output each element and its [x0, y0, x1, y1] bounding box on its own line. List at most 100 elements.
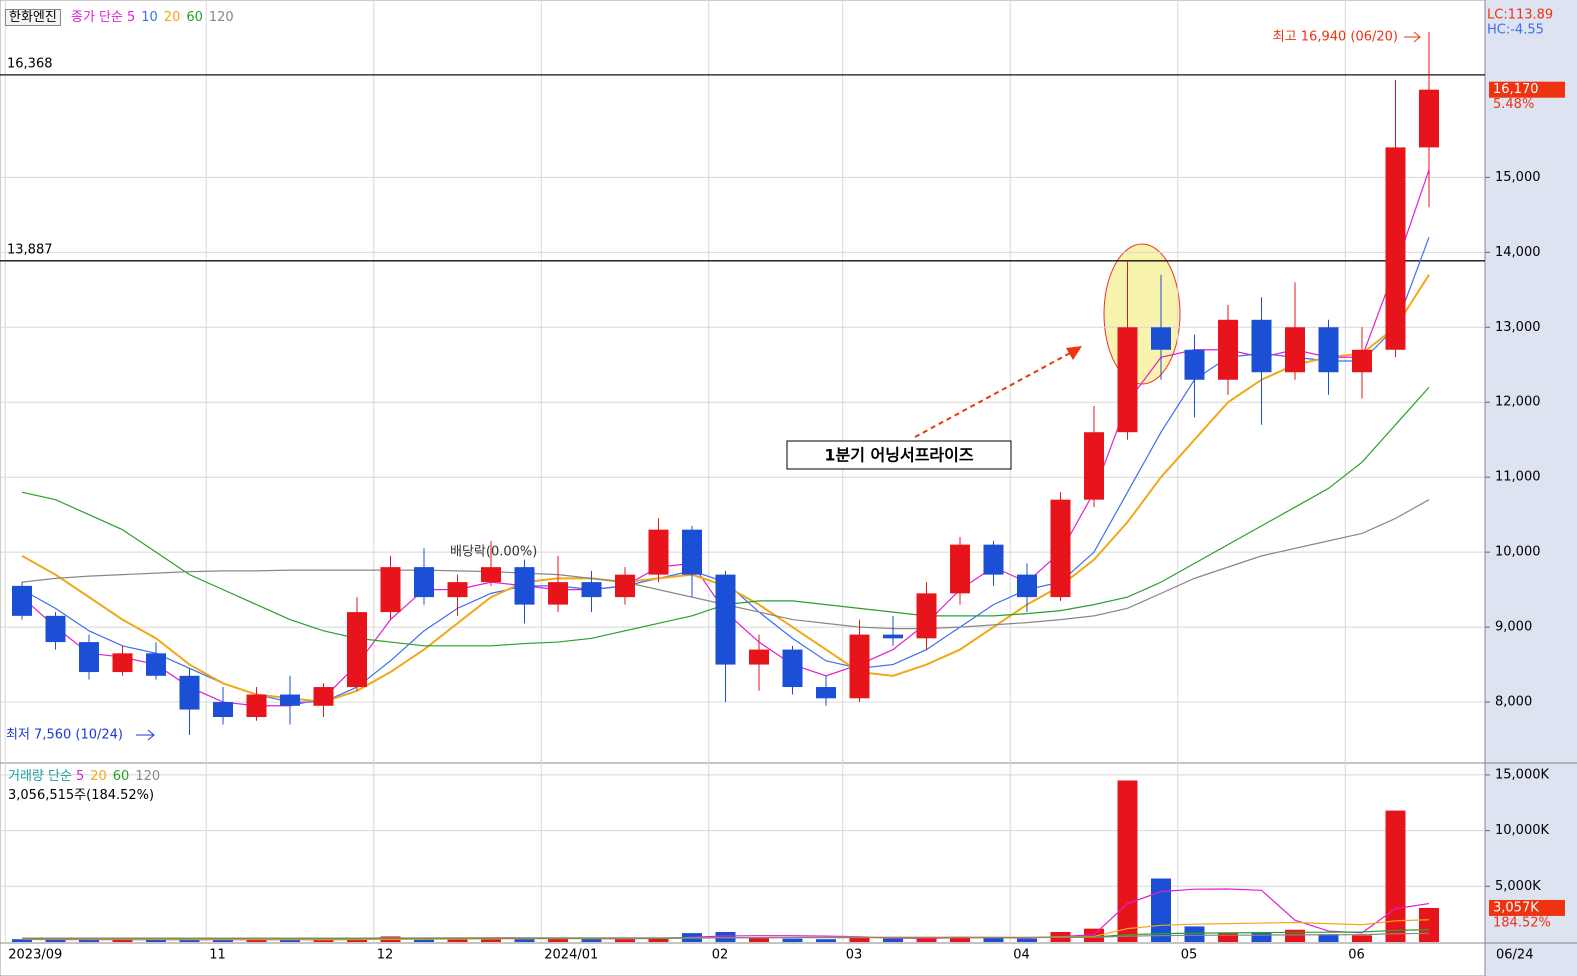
y-tick-label: 11,000: [1495, 470, 1541, 485]
x-end-label: 06/24: [1496, 948, 1533, 963]
candle-body: [849, 634, 870, 699]
change-label: 5.48%: [1493, 97, 1534, 112]
candle-body: [1318, 327, 1339, 373]
legend-title: 종가 단순: [70, 10, 123, 25]
stock-name: 한화엔진: [5, 9, 61, 26]
volume-bar: [782, 938, 803, 942]
volume-bar: [1352, 935, 1372, 942]
legend-entry: 60: [112, 769, 130, 784]
y-tick-label: 14,000: [1495, 245, 1541, 260]
candle-body: [414, 567, 434, 598]
price-legend: 한화엔진 종가 단순 5 10 20 60 120: [5, 6, 246, 26]
volume-bar: [715, 931, 736, 942]
volume-bar: [615, 939, 635, 942]
volume-bar: [1419, 907, 1439, 942]
candle-body: [615, 574, 635, 598]
candle-body: [548, 582, 568, 605]
x-tick-label: 05: [1181, 948, 1198, 963]
event-label: 1분기 어닝서프라이즈: [824, 446, 973, 465]
volume-bar: [1017, 938, 1037, 942]
candle-body: [916, 593, 937, 639]
volume-bar: [1251, 931, 1272, 942]
y-tick-label: 8,000: [1495, 695, 1532, 710]
change-label: 184.52%: [1493, 915, 1551, 930]
candle-body: [782, 649, 803, 688]
volume-bar: [481, 938, 501, 942]
candle-body: [1050, 499, 1071, 598]
candle-body: [1017, 574, 1037, 598]
candle-body: [1184, 349, 1205, 380]
legend-items: 5 20 60 120: [76, 769, 166, 784]
candle-body: [1084, 432, 1104, 500]
candle-body: [313, 687, 334, 706]
volume-tag-label: 3,057K: [1493, 900, 1539, 915]
candle-body: [246, 694, 267, 718]
volume-bar: [347, 938, 367, 942]
volume-bar: [648, 937, 669, 942]
y-tick-label: 12,000: [1495, 395, 1541, 410]
volume-bar: [916, 938, 937, 942]
y-tick-label: 13,000: [1495, 320, 1541, 335]
volume-bar: [447, 938, 468, 942]
high-label: 최고 16,940 (06/20): [1273, 30, 1398, 45]
volume-tag: [1489, 899, 1565, 916]
candle-body: [1385, 147, 1406, 350]
volume-bar: [1285, 929, 1305, 942]
level-label: 16,368: [7, 56, 53, 71]
legend-entry: 10: [141, 10, 158, 25]
candle-body: [883, 634, 903, 639]
candle-body: [1218, 319, 1238, 380]
candle-body: [380, 567, 401, 613]
y-tick-label: 15,000: [1495, 170, 1541, 185]
candle-body: [45, 615, 66, 643]
ma-line: [22, 932, 1430, 939]
candle-body: [1151, 327, 1171, 350]
candle-body: [1352, 349, 1372, 373]
candle-body: [481, 567, 501, 583]
volume-bar: [749, 937, 769, 942]
volume-bar: [1117, 780, 1138, 942]
volume-bar: [1385, 810, 1406, 942]
candle-body: [1419, 89, 1439, 148]
y-tick-label: 10,000: [1495, 545, 1541, 560]
y-tick-label: 10,000K: [1495, 823, 1549, 838]
legend-title: 거래량 단순: [8, 769, 72, 784]
legend-entry: 20: [163, 10, 181, 25]
high-arrow: [1404, 31, 1421, 43]
candle-body: [146, 653, 166, 676]
candle-body: [447, 582, 468, 598]
legend-entry: 120: [135, 769, 161, 784]
level-label: 13,887: [7, 242, 53, 257]
volume-bar: [950, 936, 970, 942]
candle-body: [983, 544, 1004, 575]
volume-bar: [548, 938, 568, 942]
x-tick-label: 02: [712, 948, 729, 963]
volume-bar: [983, 938, 1004, 942]
legend-items: 5 10 20 60 120: [127, 10, 240, 25]
candle-body: [79, 642, 99, 673]
event-arrow: [914, 351, 1073, 438]
volume-bar: [849, 936, 870, 942]
price-tag-label: 16,170: [1493, 82, 1539, 97]
legend-entry: 5: [126, 10, 136, 25]
x-tick-label: 03: [846, 948, 863, 963]
volume-bar: [883, 938, 903, 942]
candle-body: [1251, 319, 1272, 373]
candle-body: [12, 585, 32, 616]
candle-body: [179, 675, 200, 710]
candle-body: [950, 544, 970, 594]
legend-entry: 5: [75, 769, 85, 784]
volume-bar: [581, 938, 602, 942]
x-tick-label: 12: [377, 948, 394, 963]
candle-body: [1285, 327, 1305, 373]
x-tick-label: 11: [209, 948, 226, 963]
volume-bar: [146, 939, 166, 942]
lc-label: LC:113.89: [1487, 8, 1553, 23]
y-tick-label: 5,000K: [1495, 879, 1541, 894]
volume-bar: [1218, 933, 1238, 942]
price-tag: [1489, 81, 1565, 98]
volume-bar: [179, 939, 200, 942]
highlight-ellipse: [1103, 243, 1181, 385]
